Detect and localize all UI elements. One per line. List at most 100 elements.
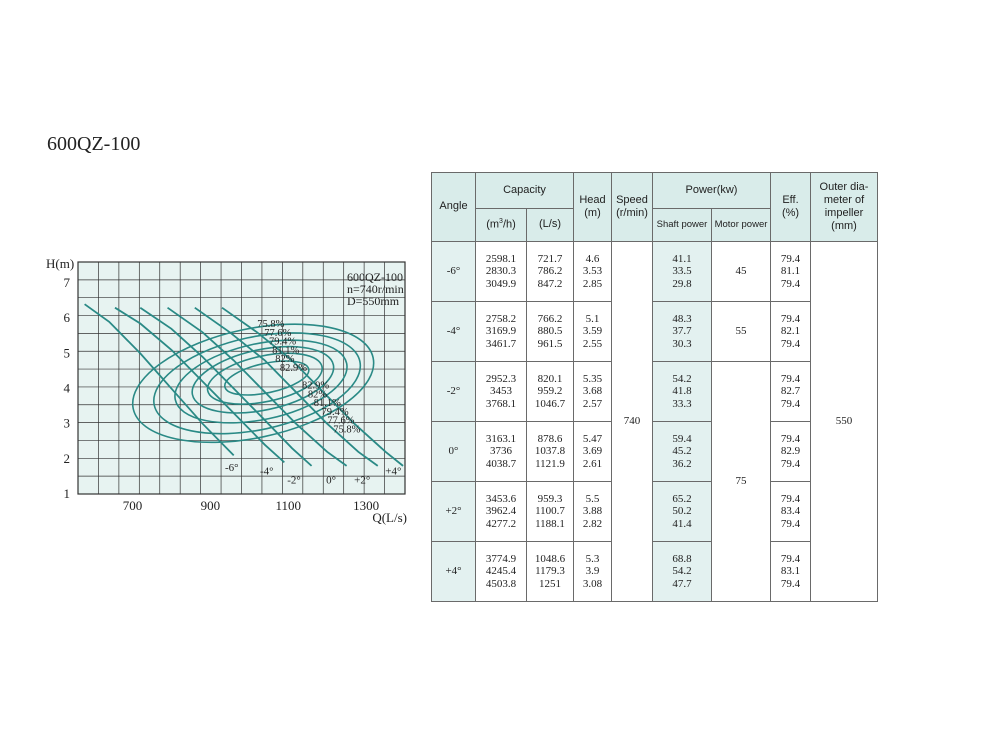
x-tick-label: 900 xyxy=(201,498,221,513)
cell-head-value: 5.3 xyxy=(585,552,600,565)
cell-angle: 0° xyxy=(431,421,476,482)
cell-capacity-ls-value: 1121.9 xyxy=(535,457,565,470)
y-tick-label: 2 xyxy=(64,451,71,466)
cell-capacity-ls-value: 1179.3 xyxy=(535,565,565,578)
cell-head-value: 5.1 xyxy=(585,312,600,325)
angle-curve xyxy=(84,303,235,456)
cell-head-value: 2.57 xyxy=(582,397,603,410)
y-tick-label: 7 xyxy=(64,275,71,290)
cell-shaft-power-value: 41.1 xyxy=(672,252,692,265)
cell-eff-value: 82.9 xyxy=(780,445,801,458)
header-m3h-sup: 3 xyxy=(499,218,503,226)
cell-shaft-power-value: 33.3 xyxy=(672,397,692,410)
header-head: Head (m) xyxy=(573,172,612,242)
cell-capacity-m3h-value: 3453 xyxy=(490,385,512,398)
cell-capacity-m3h-value: 2952.3 xyxy=(485,372,517,385)
header-outer-diameter: Outer dia- meter of impeller (mm) xyxy=(810,172,878,242)
cell-shaft-power-value: 59.4 xyxy=(672,432,692,445)
cell-shaft-power-value: 45.2 xyxy=(672,445,692,458)
cell-shaft-power-value: 33.5 xyxy=(672,265,692,278)
header-eff-unit: (%) xyxy=(781,207,800,219)
cell-capacity-ls-value: 959.3 xyxy=(537,492,563,505)
efficiency-label: 77.6% xyxy=(327,416,354,427)
y-tick-label: 6 xyxy=(64,310,71,325)
angle-label: +4° xyxy=(385,466,401,478)
cell-capacity-m3h-value: 3453.6 xyxy=(485,492,517,505)
angle-label: -2° xyxy=(287,474,301,486)
cell-capacity-m3h-value: 3774.9 xyxy=(485,552,517,565)
cell-capacity-ls-value: 1048.6 xyxy=(534,552,566,565)
cell-head-value: 3.9 xyxy=(585,565,600,578)
angle-label: +2° xyxy=(354,474,370,486)
cell-capacity-ls-value: 959.2 xyxy=(537,385,563,398)
x-tick-label: 1100 xyxy=(275,498,301,513)
cell-eff-value: 79.4 xyxy=(780,312,801,325)
cell-head-value: 5.47 xyxy=(582,432,603,445)
table-row: 0° 3163.1 3736 4038.7 878.6 1037.8 1121.9 5.47 3… xyxy=(431,421,878,482)
cell-eff: 79.4 83.4 79.4 xyxy=(770,481,811,542)
angle-curve xyxy=(114,306,285,464)
efficiency-contour xyxy=(224,360,310,396)
cell-capacity-m3h-value: 2598.1 xyxy=(485,252,517,265)
header-capacity: Capacity xyxy=(475,172,574,209)
efficiency-contour xyxy=(153,332,362,435)
cell-capacity-m3h: 3774.9 4245.4 4503.8 xyxy=(475,541,527,602)
cell-capacity-ls: 959.3 1100.7 1188.1 xyxy=(526,481,574,542)
cell-shaft-power: 54.2 41.8 33.3 xyxy=(652,361,712,422)
performance-table: Angle Capacity Head (m) Speed (r/min) Po… xyxy=(431,172,878,602)
cell-shaft-power-value: 48.3 xyxy=(672,312,692,325)
cell-head: 5.5 3.88 2.82 xyxy=(573,481,612,542)
header-speed-unit: (r/min) xyxy=(616,207,648,219)
header-shaft-power: Shaft power xyxy=(652,208,712,242)
y-tick-label: 1 xyxy=(64,486,71,501)
cell-capacity-ls-value: 961.5 xyxy=(537,337,563,350)
efficiency-label: 82% xyxy=(275,354,295,365)
angle-curve xyxy=(221,306,404,467)
cell-shaft-power: 68.8 54.2 47.7 xyxy=(652,541,712,602)
cell-head-value: 3.68 xyxy=(582,385,603,398)
cell-head: 5.47 3.69 2.61 xyxy=(573,421,612,482)
cell-eff: 79.4 82.9 79.4 xyxy=(770,421,811,482)
cell-head-value: 2.82 xyxy=(582,517,603,530)
cell-eff-value: 79.4 xyxy=(780,372,801,385)
cell-eff-value: 79.4 xyxy=(780,492,801,505)
cell-shaft-power: 48.3 37.7 30.3 xyxy=(652,301,712,362)
angle-curve xyxy=(194,306,379,467)
cell-motor-power: 75 xyxy=(711,361,771,602)
efficiency-label: 81.1% xyxy=(272,345,299,356)
x-tick-label: 1300 xyxy=(353,498,379,513)
header-outer-line-2: meter of xyxy=(823,193,865,206)
cell-capacity-ls-value: 1188.1 xyxy=(535,517,565,530)
page-title: 600QZ-100 xyxy=(47,133,141,155)
header-m3h-pre: (m xyxy=(486,218,500,231)
efficiency-label: 82.9% xyxy=(302,381,329,392)
performance-chart-svg: -6° -4°-2° 0° +2°+4°75.8%77.6%79.4%81.1%82%… xyxy=(46,256,407,525)
angle-label: -6° xyxy=(225,462,239,474)
cell-capacity-m3h-value: 3736 xyxy=(490,445,512,458)
cell-eff-value: 79.4 xyxy=(780,457,801,470)
cell-head-value: 3.59 xyxy=(582,325,603,338)
cell-shaft-power-value: 47.7 xyxy=(672,577,692,590)
header-m3h-post: /h) xyxy=(502,218,516,231)
header-head-label: Head xyxy=(579,193,606,206)
cell-angle: -4° xyxy=(431,301,476,362)
cell-head-value: 3.69 xyxy=(582,445,603,458)
cell-eff-value: 79.4 xyxy=(780,277,801,290)
header-eff-label: Eff. xyxy=(782,193,799,206)
cell-capacity-m3h-value: 4038.7 xyxy=(485,457,517,470)
cell-head-value: 2.55 xyxy=(582,337,603,350)
x-tick-label: 700 xyxy=(123,498,143,513)
cell-capacity-m3h: 3163.1 3736 4038.7 xyxy=(475,421,527,482)
cell-eff-value: 81.1 xyxy=(780,265,801,278)
cell-head: 5.3 3.9 3.08 xyxy=(573,541,612,602)
cell-capacity-ls-value: 1037.8 xyxy=(534,445,566,458)
y-tick-label: 4 xyxy=(64,381,71,396)
cell-eff-value: 79.4 xyxy=(780,517,801,530)
angle-label: 0° xyxy=(326,474,336,486)
cell-capacity-ls-value: 1100.7 xyxy=(535,505,565,518)
cell-capacity-m3h-value: 3768.1 xyxy=(485,397,517,410)
cell-capacity-ls: 766.2 880.5 961.5 xyxy=(526,301,574,362)
cell-head: 4.6 3.53 2.85 xyxy=(573,241,612,302)
cell-capacity-ls-value: 820.1 xyxy=(537,372,563,385)
cell-capacity-ls-value: 721.7 xyxy=(537,252,563,265)
